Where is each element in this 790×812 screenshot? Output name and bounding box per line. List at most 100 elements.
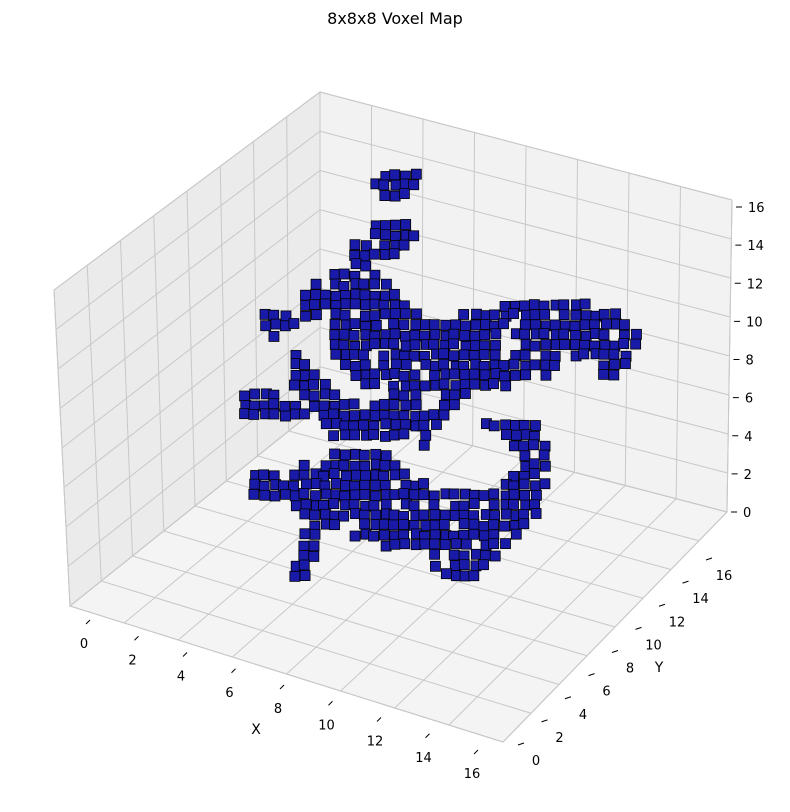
voxel-cell <box>378 529 390 541</box>
voxel-cell <box>458 518 470 530</box>
voxel-cell <box>299 359 311 370</box>
voxel-cell <box>409 380 420 392</box>
y-tick <box>564 696 572 700</box>
voxel-cell <box>409 369 421 381</box>
voxel-cell <box>309 299 320 310</box>
voxel-cell <box>418 489 430 501</box>
voxel-cell <box>280 410 291 422</box>
voxel-cell <box>630 338 642 350</box>
voxel-cell <box>429 370 440 381</box>
grid-line-z <box>53 91 321 291</box>
voxel-cell <box>300 310 311 322</box>
voxel-cell <box>358 349 369 361</box>
voxel-cell <box>380 308 391 320</box>
voxel-cell <box>360 329 372 341</box>
voxel-cell <box>248 488 260 500</box>
voxel-cell <box>359 489 371 500</box>
voxel-cell <box>460 538 472 550</box>
voxel-cell <box>570 309 582 321</box>
voxel-cell <box>530 508 542 519</box>
voxel-cell <box>529 468 540 479</box>
voxel-cell <box>450 538 462 550</box>
z-tick-label: 6 <box>745 392 753 407</box>
voxel-cell <box>608 369 620 381</box>
z-tick-label: 14 <box>747 239 764 254</box>
voxel-cell <box>338 510 350 522</box>
voxel-cell <box>349 318 361 329</box>
voxel-cell <box>631 328 642 340</box>
voxel-cell <box>289 379 300 391</box>
voxel-cell <box>309 528 321 540</box>
voxel-cell <box>570 330 581 341</box>
x-tick <box>279 684 285 690</box>
voxel-cell <box>448 488 460 500</box>
voxel-cell <box>468 368 480 380</box>
voxel-cell <box>380 229 391 241</box>
voxel-cell <box>288 318 300 329</box>
voxel-cell <box>239 390 250 402</box>
voxel-cell <box>388 248 400 260</box>
voxel-cell <box>339 309 351 321</box>
voxel-cell <box>309 401 320 412</box>
voxel-cell <box>359 518 370 530</box>
voxel-cell <box>298 549 310 561</box>
voxel-cell <box>299 369 311 381</box>
voxel-cell <box>558 328 570 340</box>
voxel-cell <box>299 508 311 520</box>
x-tick-label: 10 <box>318 718 335 733</box>
voxel-cell <box>459 378 471 390</box>
voxel-cell <box>409 329 421 341</box>
voxel-cell <box>360 299 372 311</box>
voxel-cell <box>540 350 552 362</box>
voxel-cell <box>500 538 511 550</box>
voxel-cell <box>559 339 570 350</box>
voxel-cell <box>258 480 270 492</box>
y-tick-label: 0 <box>532 754 540 769</box>
voxel-cell <box>448 328 460 340</box>
voxel-cell <box>479 550 491 561</box>
voxel-cell <box>468 498 480 509</box>
grid-line-z <box>319 130 732 240</box>
x-tick-label: 4 <box>177 670 185 685</box>
voxel-cell <box>598 368 609 380</box>
voxel-cell <box>408 179 420 191</box>
voxel-cell <box>349 429 361 441</box>
voxel-cell <box>369 410 381 422</box>
voxel-cell <box>320 388 331 400</box>
voxel-cell <box>350 288 362 300</box>
voxel-cell <box>299 389 311 401</box>
voxel-cell <box>469 378 481 390</box>
voxel-cell <box>380 498 392 510</box>
voxel-cell <box>509 370 521 381</box>
voxel-cell <box>499 370 510 382</box>
voxel-cell <box>580 330 592 342</box>
voxel-cell <box>529 309 541 321</box>
grid-line-z <box>65 327 321 528</box>
voxel-cell <box>478 559 489 571</box>
voxel-cell <box>530 420 541 431</box>
voxel-cell <box>479 329 491 341</box>
voxel-cell <box>508 499 519 510</box>
voxel-cell <box>340 470 352 482</box>
voxel-cell <box>420 359 432 370</box>
voxel-cell <box>389 328 401 340</box>
grid-line-y <box>132 555 560 685</box>
voxel-cell <box>579 298 591 310</box>
voxel-cell <box>388 429 400 441</box>
voxel-cell <box>531 489 542 501</box>
voxel-cell <box>489 510 501 521</box>
voxel-cell <box>519 328 531 340</box>
voxel-cell <box>471 308 482 320</box>
voxel-cell <box>558 299 570 311</box>
voxel-cell <box>469 330 481 342</box>
voxel-cell <box>370 509 382 521</box>
voxel-cell <box>518 440 530 452</box>
x-tick <box>473 749 479 755</box>
voxel-cell <box>298 559 310 571</box>
voxel-cell <box>249 478 261 490</box>
voxel-cell <box>400 399 412 411</box>
voxel-cell <box>300 478 312 490</box>
voxel-cell <box>351 469 362 481</box>
